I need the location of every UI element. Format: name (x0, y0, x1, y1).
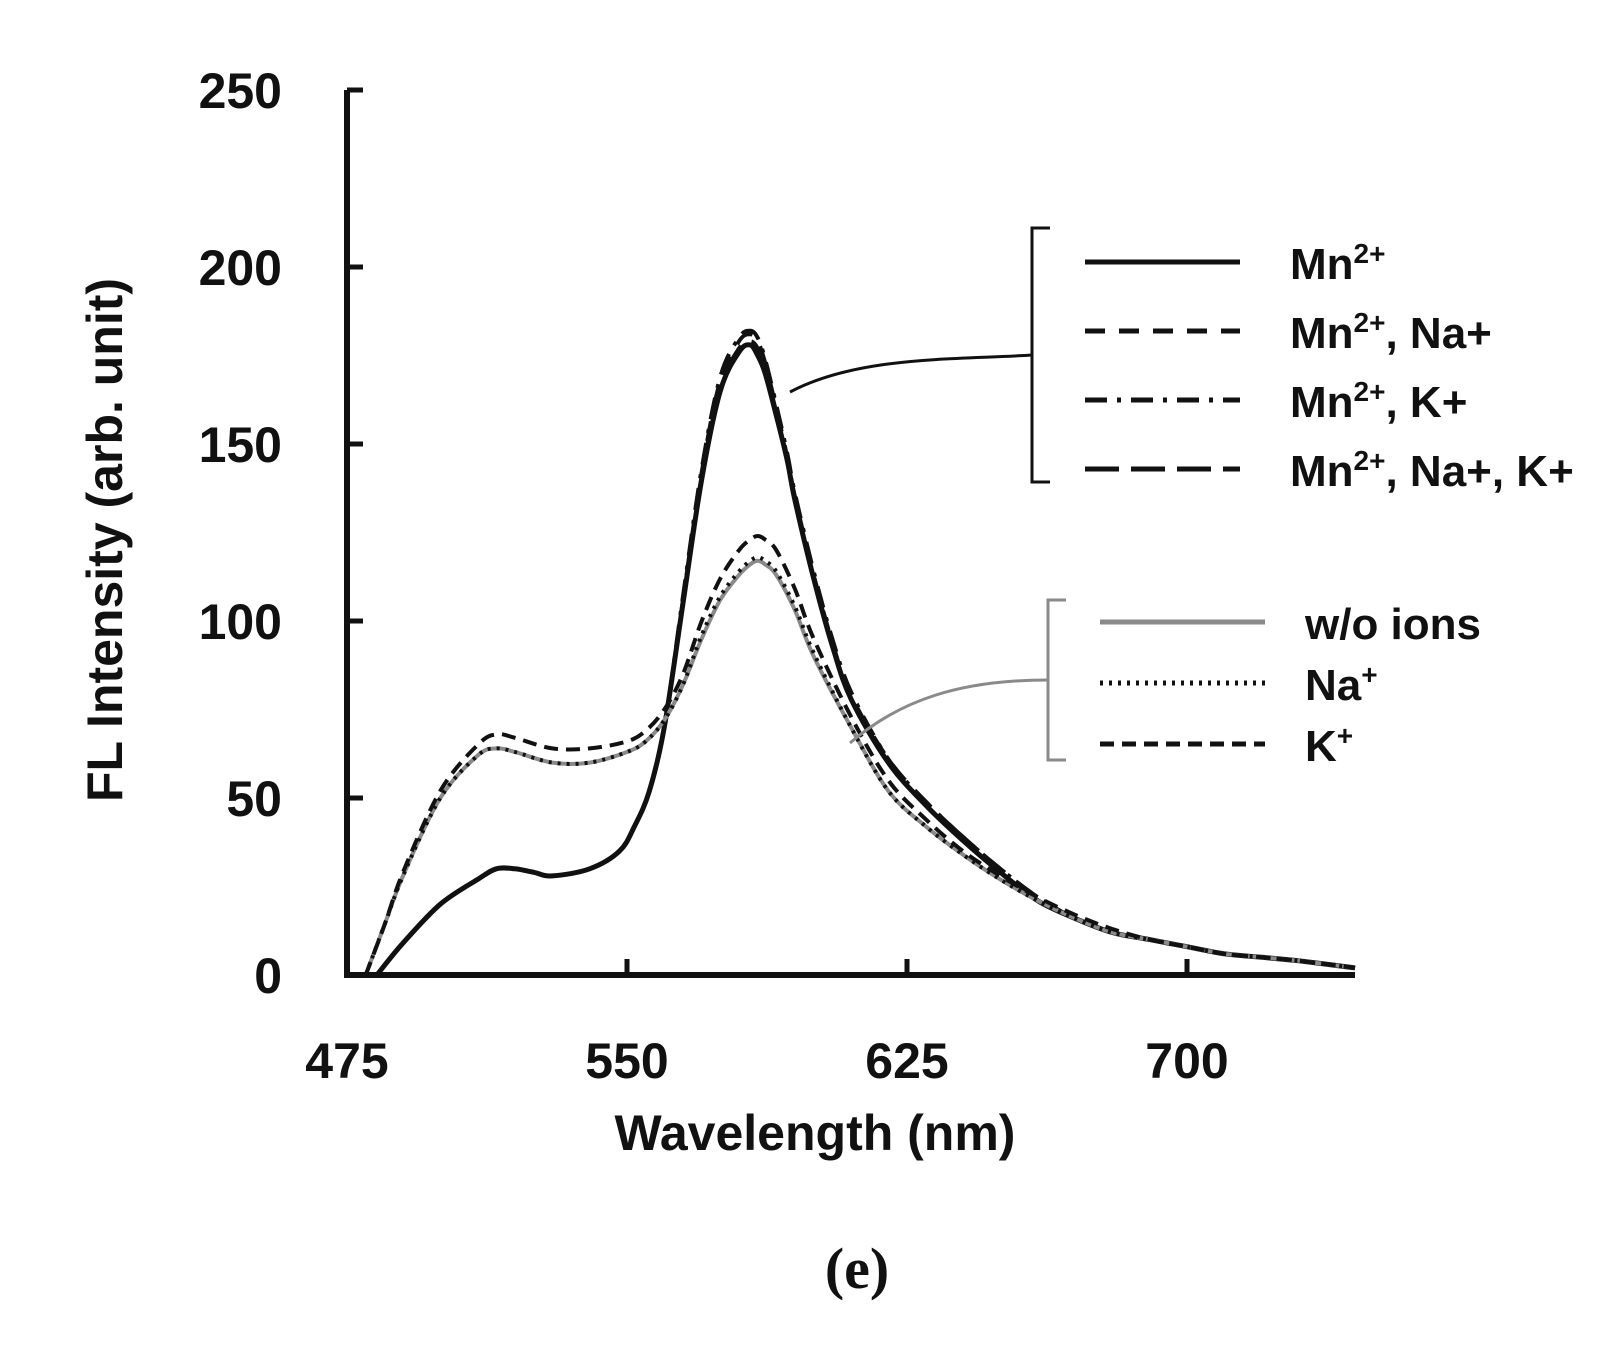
series-line-mn_na (375, 332, 1356, 977)
series-line-mn_na_k (375, 339, 1356, 977)
x-tick-label: 700 (1145, 1033, 1228, 1089)
legend-group-1: Mn2+ Mn2+, Na+ Mn2+, K+ Mn2+, Na+, K+ (789, 226, 1574, 496)
series-line-k (363, 534, 1356, 976)
legend-label-mn_na_k: Mn2+, Na+, K+ (1290, 445, 1574, 496)
legend-bracket (1046, 598, 1066, 762)
series-line-none (363, 558, 1356, 976)
legend-group-2: w/o ions Na+ K+ (849, 598, 1481, 771)
series-line-na (363, 555, 1356, 976)
x-axis-label: Wavelength (nm) (615, 1105, 1016, 1161)
legend: Mn2+ Mn2+, Na+ Mn2+, K+ Mn2+, Na+, K+ w/o io… (789, 226, 1574, 771)
y-tick-label: 150 (199, 417, 282, 473)
legend-label-k: K+ (1305, 720, 1353, 771)
series-layer (363, 328, 1356, 977)
series-line-mn_k (375, 328, 1356, 977)
y-axis-label: FL Intensity (arb. unit) (77, 278, 133, 802)
legend-callout-line (789, 353, 1033, 394)
x-tick-label: 625 (865, 1033, 948, 1089)
legend-label-mn_k: Mn2+, K+ (1290, 376, 1467, 427)
x-tick-label: 550 (585, 1033, 668, 1089)
legend-callout-line (849, 678, 1049, 745)
y-tick-label: 250 (199, 63, 282, 119)
legend-label-mn: Mn2+ (1290, 238, 1385, 289)
y-tick-label: 0 (254, 948, 282, 1004)
y-tick-label: 200 (199, 240, 282, 296)
legend-bracket (1030, 226, 1050, 484)
panel-label: (e) (825, 1236, 889, 1301)
legend-label-mn_na: Mn2+, Na+ (1290, 307, 1492, 358)
series-line-mn (374, 342, 1356, 977)
legend-label-none: w/o ions (1304, 600, 1481, 649)
y-ticks: 0 50 100 150 200 250 (199, 63, 363, 1004)
x-tick-label: 475 (305, 1033, 388, 1089)
axes: 0 50 100 150 200 250 475 550 625 700 (199, 63, 1355, 1089)
y-tick-label: 50 (226, 771, 282, 827)
y-tick-label: 100 (199, 594, 282, 650)
legend-label-na: Na+ (1305, 659, 1378, 710)
x-ticks: 475 550 625 700 (305, 959, 1229, 1089)
